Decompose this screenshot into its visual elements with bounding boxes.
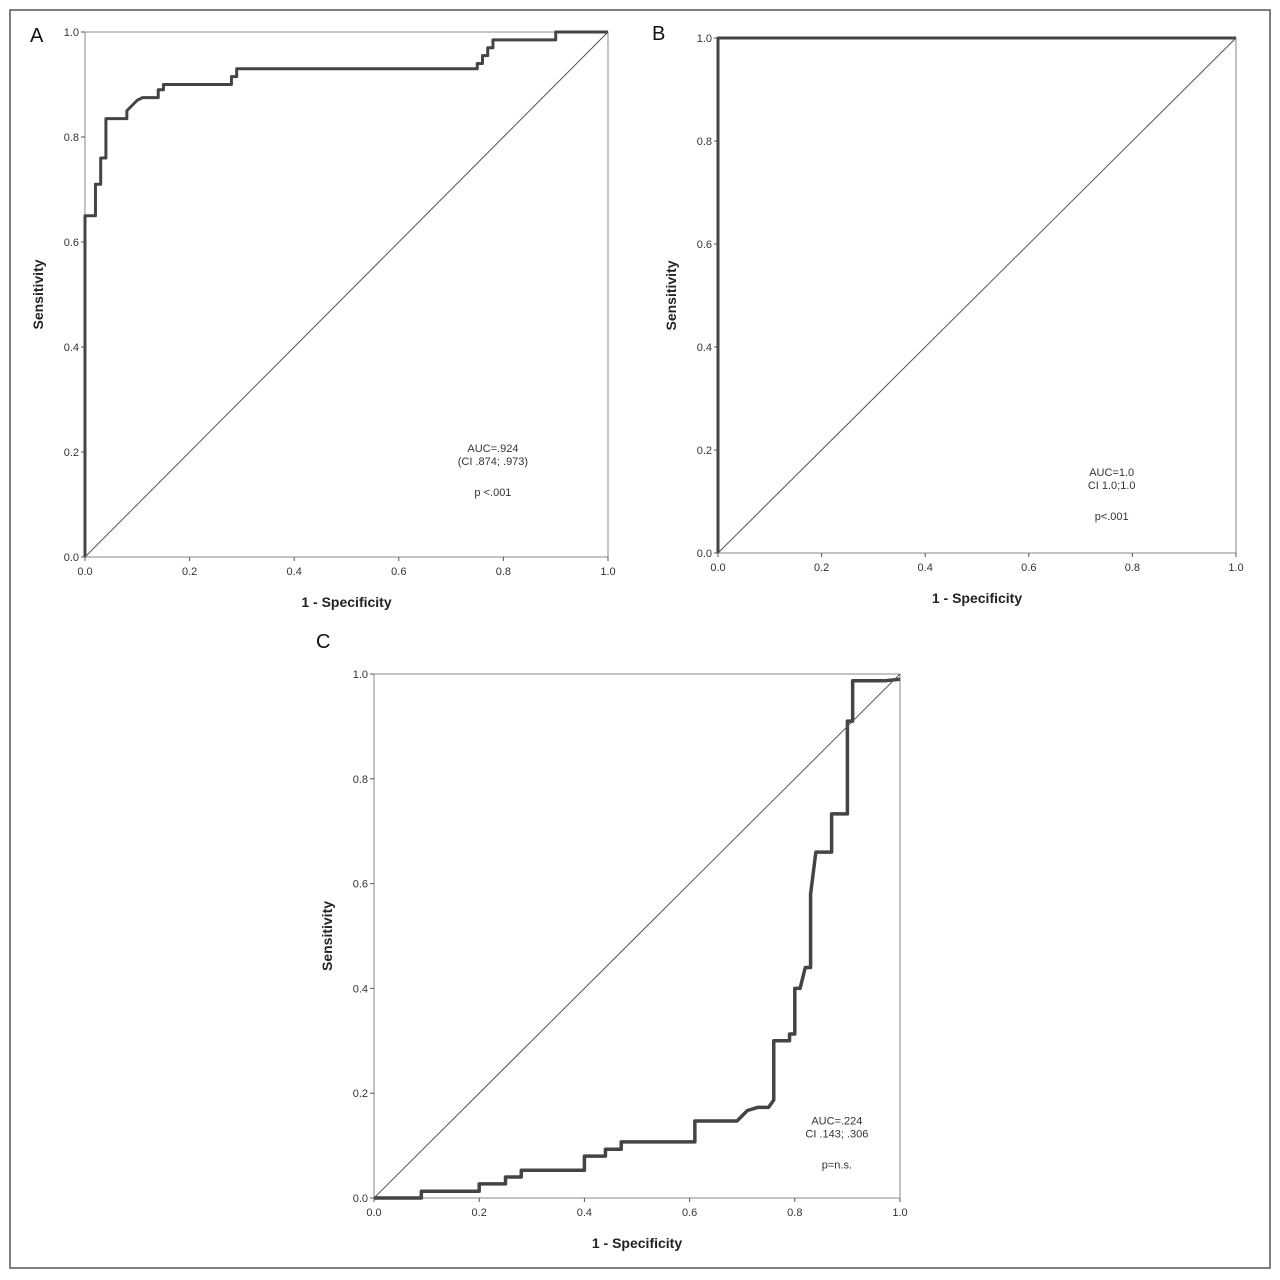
x-axis-label: 1 - Specificity xyxy=(932,590,1022,606)
annotation: p=n.s. xyxy=(822,1160,852,1172)
annotation: AUC=1.0 xyxy=(1089,467,1134,479)
x-tick-label: 0.4 xyxy=(918,562,933,574)
x-tick-label: 0.8 xyxy=(496,566,511,578)
x-tick-label: 0.0 xyxy=(710,562,725,574)
x-tick-label: 1.0 xyxy=(1228,562,1243,574)
y-tick-label: 0.8 xyxy=(64,132,79,144)
x-tick-label: 0.2 xyxy=(814,562,829,574)
annotation: AUC=.224 xyxy=(811,1116,862,1128)
y-tick-label: 0.0 xyxy=(353,1193,368,1205)
roc-curve xyxy=(83,30,608,557)
annotation: CI 1.0;1.0 xyxy=(1088,480,1136,492)
x-axis-label: 1 - Specificity xyxy=(592,1235,682,1251)
x-tick-label: 0.2 xyxy=(472,1207,487,1219)
roc-curve xyxy=(716,36,1236,553)
y-tick-label: 0.0 xyxy=(697,548,712,560)
y-tick-label: 0.4 xyxy=(353,983,368,995)
y-tick-label: 0.4 xyxy=(697,342,712,354)
x-tick-label: 0.6 xyxy=(682,1207,697,1219)
annotation: AUC=.924 xyxy=(467,443,518,455)
x-axis-label: 1 - Specificity xyxy=(301,594,391,610)
annotation: CI .143; .306 xyxy=(805,1129,868,1141)
y-tick-label: 0.6 xyxy=(353,879,368,891)
x-tick-label: 0.6 xyxy=(1021,562,1036,574)
y-tick-label: 0.0 xyxy=(64,552,79,564)
x-tick-label: 1.0 xyxy=(600,566,615,578)
y-tick-label: 0.6 xyxy=(697,239,712,251)
y-tick-label: 1.0 xyxy=(353,669,368,681)
x-tick-label: 0.0 xyxy=(366,1207,381,1219)
y-tick-label: 0.6 xyxy=(64,237,79,249)
y-axis-label: Sensitivity xyxy=(319,901,335,971)
plot-frame xyxy=(373,673,901,1199)
y-axis-label: Sensitivity xyxy=(663,260,679,330)
x-tick-label: 0.0 xyxy=(77,566,92,578)
y-tick-label: 0.4 xyxy=(64,342,79,354)
panel-label: B xyxy=(652,23,665,45)
y-tick-label: 0.2 xyxy=(64,447,79,459)
x-tick-label: 0.8 xyxy=(1125,562,1140,574)
x-tick-label: 0.8 xyxy=(787,1207,802,1219)
y-axis-label: Sensitivity xyxy=(30,259,46,329)
roc-curve xyxy=(717,37,1237,554)
panel-label: A xyxy=(30,25,44,47)
annotation: p<.001 xyxy=(1095,511,1129,523)
y-tick-label: 0.2 xyxy=(353,1088,368,1100)
y-tick-label: 0.8 xyxy=(353,774,368,786)
annotation: (CI .874; .973) xyxy=(458,456,528,468)
roc-curve xyxy=(373,673,901,1199)
x-tick-label: 1.0 xyxy=(892,1207,907,1219)
y-tick-label: 1.0 xyxy=(697,33,712,45)
y-tick-label: 1.0 xyxy=(64,27,79,39)
panel-label: C xyxy=(316,631,330,653)
x-tick-label: 0.4 xyxy=(577,1207,592,1219)
roc-curve xyxy=(84,31,609,558)
roc-curve xyxy=(374,677,901,1200)
y-tick-label: 0.2 xyxy=(697,445,712,457)
x-tick-label: 0.4 xyxy=(287,566,302,578)
x-tick-label: 0.6 xyxy=(391,566,406,578)
x-tick-label: 0.2 xyxy=(182,566,197,578)
annotation: p <.001 xyxy=(474,487,511,499)
figure-border xyxy=(9,9,1271,1269)
y-tick-label: 0.8 xyxy=(697,136,712,148)
